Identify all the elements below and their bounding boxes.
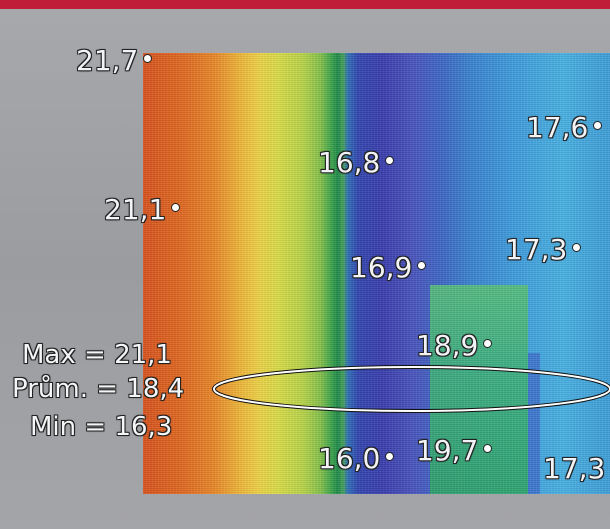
temp-value: 16,0	[318, 442, 381, 475]
temp-value: 19,7	[416, 434, 479, 467]
thermal-noise	[143, 53, 610, 494]
temp-marker: 16,9	[350, 251, 427, 284]
thermal-image	[143, 53, 610, 494]
marker-dot-icon	[483, 338, 493, 348]
temp-marker: 17,3	[543, 455, 605, 483]
temp-marker: 17,3	[505, 233, 582, 266]
temp-value: 16,9	[350, 251, 413, 284]
temp-marker: 17,6	[526, 111, 603, 144]
temp-marker: 19,7	[416, 434, 493, 467]
stat-min: Min = 16,3	[30, 412, 173, 442]
marker-dot-icon	[385, 451, 395, 461]
right-warm-strip	[528, 353, 540, 494]
marker-dot-icon	[171, 202, 181, 212]
temp-value: 21,7	[76, 44, 139, 77]
stat-max: Max = 21,1	[22, 340, 172, 370]
stat-average: Prům. = 18,4	[12, 374, 185, 404]
temp-value: 21,1	[104, 193, 167, 226]
temp-marker: 16,8	[318, 146, 395, 179]
warm-patch	[430, 285, 528, 494]
top-accent-bar	[0, 0, 610, 9]
marker-dot-icon	[417, 260, 427, 270]
temp-value: 17,3	[543, 452, 606, 485]
temp-value: 18,9	[416, 329, 479, 362]
temp-value: 17,6	[526, 111, 589, 144]
marker-dot-icon	[483, 443, 493, 453]
marker-dot-icon	[385, 155, 395, 165]
temp-value: 16,8	[318, 146, 381, 179]
temp-marker: 21,7	[76, 44, 153, 77]
marker-dot-icon	[593, 120, 603, 130]
temp-marker: 18,9	[416, 329, 493, 362]
temp-value: 17,3	[505, 233, 568, 266]
marker-dot-icon	[143, 53, 153, 63]
temp-marker: 21,1	[104, 193, 181, 226]
temp-marker: 16,0	[318, 442, 395, 475]
marker-dot-icon	[572, 242, 582, 252]
